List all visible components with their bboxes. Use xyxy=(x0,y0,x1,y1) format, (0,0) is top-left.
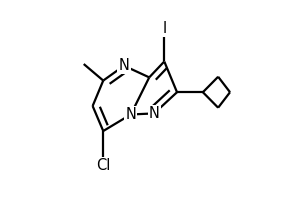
Text: I: I xyxy=(162,21,166,36)
Text: N: N xyxy=(149,106,160,121)
Text: N: N xyxy=(125,107,136,122)
Text: Cl: Cl xyxy=(96,158,110,173)
Text: N: N xyxy=(119,58,130,73)
